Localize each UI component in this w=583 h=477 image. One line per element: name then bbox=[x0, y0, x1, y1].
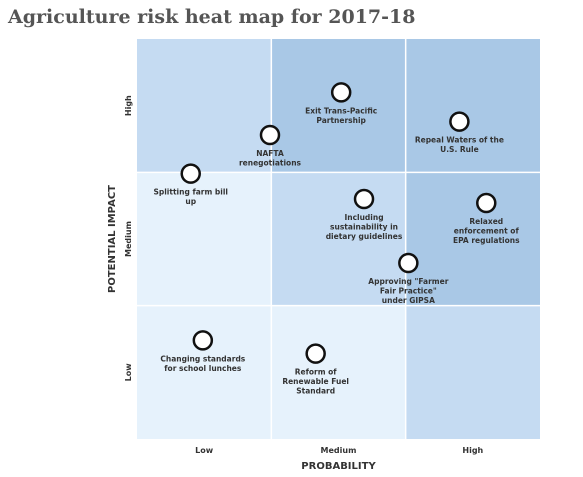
x-axis-label: PROBABILITY bbox=[301, 461, 376, 472]
heat-cell-medium-low bbox=[271, 306, 405, 439]
y-tick-label-high: High bbox=[124, 95, 133, 116]
heat-cell-low-high bbox=[137, 39, 271, 172]
risk-point-label-line: Standard bbox=[296, 387, 335, 396]
risk-point-label-line: up bbox=[185, 197, 196, 206]
risk-point-label-line: for school lunches bbox=[164, 364, 242, 373]
x-axis-ticks: Low Medium High bbox=[195, 446, 483, 455]
risk-point-marker bbox=[399, 254, 417, 272]
risk-point-label-line: under GIPSA bbox=[382, 296, 435, 305]
x-tick-label-high: High bbox=[462, 446, 483, 455]
risk-point-label-line: Changing standards bbox=[160, 354, 245, 363]
risk-point-label-line: renegotiations bbox=[239, 159, 302, 168]
risk-point-label-line: Reform of bbox=[295, 368, 338, 377]
risk-point-marker bbox=[307, 345, 325, 363]
risk-point-label-line: Repeal Waters of the bbox=[415, 136, 504, 145]
risk-point-marker bbox=[355, 190, 373, 208]
risk-point-label-line: Exit Trans-Pacific bbox=[305, 106, 377, 115]
risk-point-label-line: EPA regulations bbox=[453, 236, 520, 245]
y-axis-ticks: Low Medium High bbox=[124, 95, 133, 381]
risk-point-label-line: Fair Practice" bbox=[380, 287, 437, 296]
risk-point-marker bbox=[194, 331, 212, 349]
risk-point-marker bbox=[477, 194, 495, 212]
risk-point-label-line: dietary guidelines bbox=[326, 232, 403, 241]
risk-point-label-line: Relaxed bbox=[469, 217, 503, 226]
risk-point-label-line: Including bbox=[344, 213, 383, 222]
risk-point-label-line: sustainability in bbox=[330, 223, 398, 232]
risk-point-label-line: Approving "Farmer bbox=[368, 277, 448, 286]
risk-point-label: Changing standards for school lunches bbox=[160, 354, 245, 373]
risk-point-label-line: U.S. Rule bbox=[440, 145, 479, 154]
heat-cell-high-low bbox=[406, 306, 540, 439]
risk-point-label-line: NAFTA bbox=[256, 149, 284, 158]
risk-point-label-line: Splitting farm bill bbox=[153, 188, 228, 197]
risk-point-label-line: enforcement of bbox=[454, 227, 520, 236]
risk-point-marker bbox=[450, 113, 468, 131]
risk-point-marker bbox=[261, 126, 279, 144]
x-tick-label-medium: Medium bbox=[321, 446, 357, 455]
y-tick-label-low: Low bbox=[124, 363, 133, 382]
risk-point-marker bbox=[182, 165, 200, 183]
risk-point-label-line: Renewable Fuel bbox=[282, 377, 349, 386]
y-tick-label-medium: Medium bbox=[124, 221, 133, 257]
risk-point-label-line: Partnership bbox=[316, 116, 366, 125]
y-axis-label: POTENTIAL IMPACT bbox=[107, 185, 118, 293]
risk-point-marker bbox=[332, 83, 350, 101]
x-tick-label-low: Low bbox=[195, 446, 214, 455]
